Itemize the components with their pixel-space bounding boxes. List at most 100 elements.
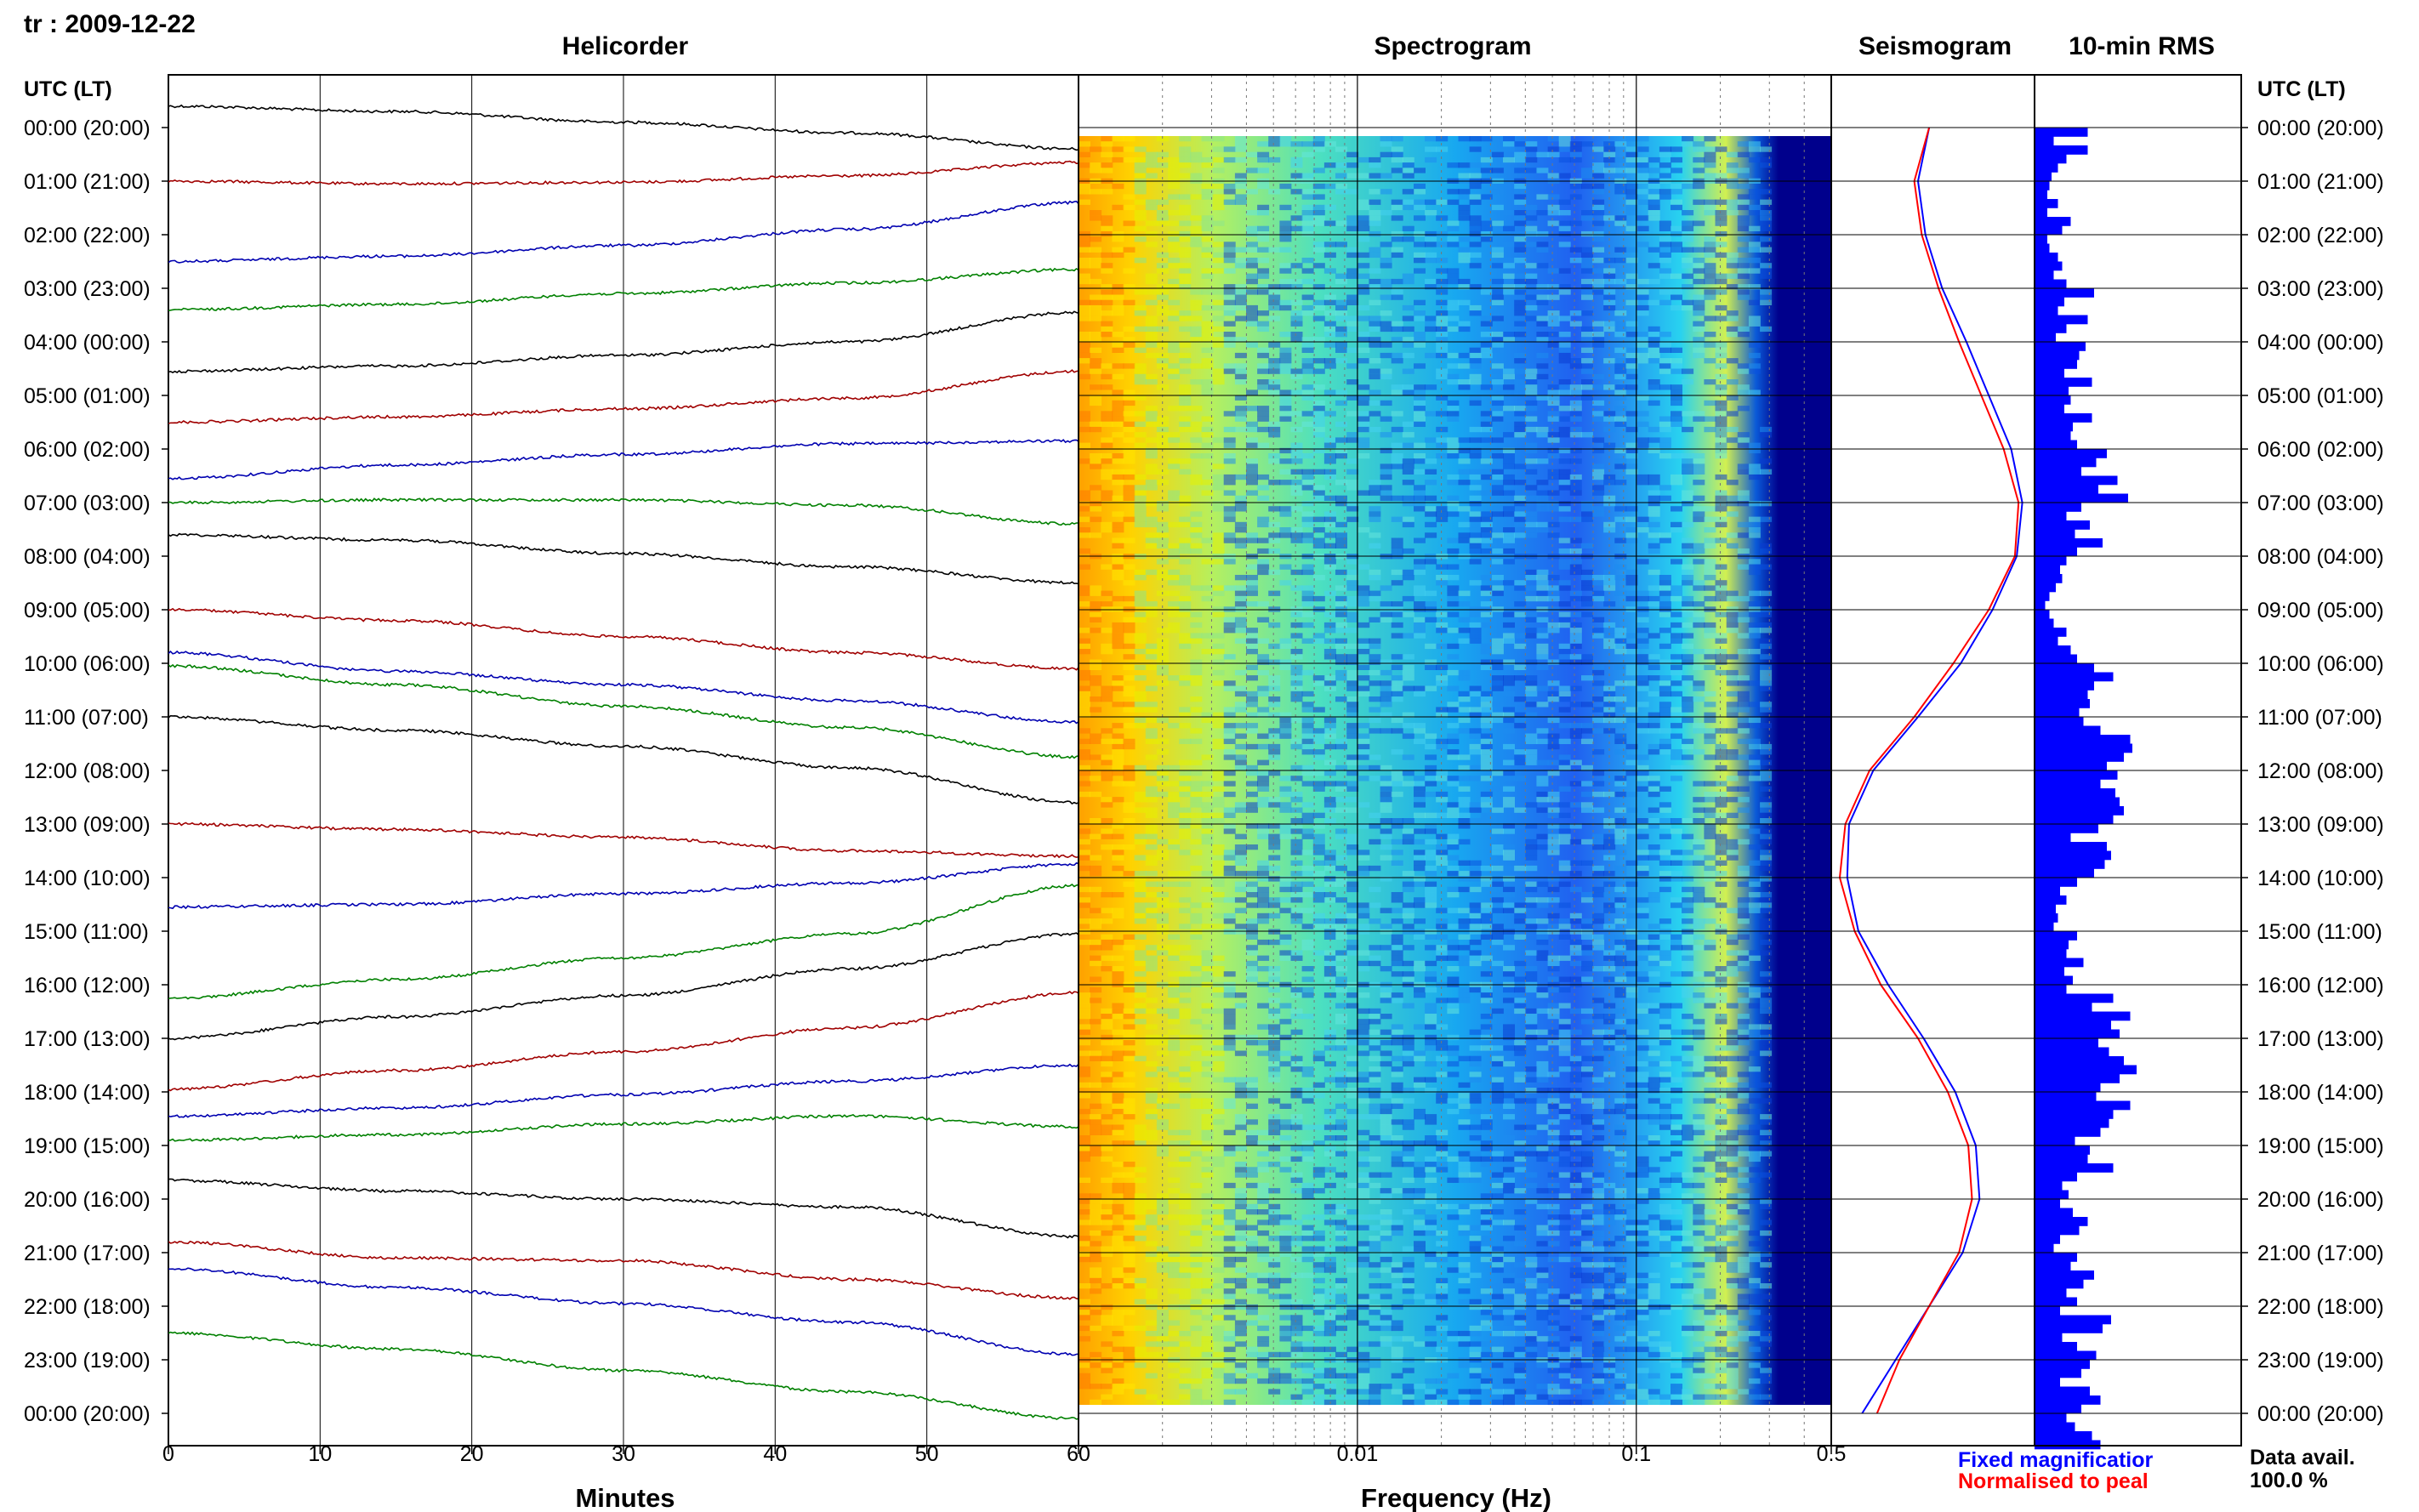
rms-bar: [2035, 386, 2069, 396]
rms-bar: [2035, 1083, 2101, 1093]
utc-tick-left: 04:00 (00:00): [24, 331, 151, 355]
rms-bar: [2035, 520, 2090, 530]
rms-bar: [2035, 1190, 2069, 1200]
utc-tick-left: 22:00 (18:00): [24, 1295, 151, 1319]
rms-bar: [2035, 243, 2050, 253]
rms-bar: [2035, 1011, 2131, 1021]
rms-bar: [2035, 1235, 2060, 1244]
helicorder-trace: [168, 862, 1079, 910]
utc-tick-right: 19:00 (15:00): [2257, 1134, 2384, 1158]
rms-bar: [2035, 190, 2047, 200]
utc-tick-left: 05:00 (01:00): [24, 384, 151, 408]
rms-bar: [2035, 574, 2063, 583]
spectrogram-title: Spectrogram: [1374, 32, 1531, 60]
rms-bar: [2035, 1288, 2067, 1298]
rms-bar: [2035, 565, 2060, 575]
helicorder-trace: [168, 607, 1079, 671]
rms-bar: [2035, 788, 2115, 798]
helicorder-trace: [168, 369, 1079, 424]
rms-bar: [2035, 547, 2077, 557]
rms-bar: [2035, 368, 2064, 378]
rms-bar: [2035, 904, 2056, 914]
utc-tick-left: 02:00 (22:00): [24, 224, 151, 247]
minutes-tick-label: 60: [1067, 1442, 1090, 1466]
rms-bar: [2035, 1378, 2060, 1387]
rms-bar: [2035, 1199, 2060, 1208]
rms-bar: [2035, 467, 2081, 476]
utc-tick-right: 12:00 (08:00): [2257, 759, 2384, 783]
utc-tick-left: 07:00 (03:00): [24, 492, 151, 515]
minutes-tick-label: 0: [162, 1442, 174, 1466]
rms-bar: [2035, 636, 2058, 646]
rms-bar: [2035, 645, 2071, 655]
rms-bar: [2035, 225, 2063, 236]
rms-bar: [2035, 940, 2069, 950]
rms-bar: [2035, 886, 2060, 896]
utc-tick-right: 14:00 (10:00): [2257, 867, 2384, 890]
utc-tick-left: 20:00 (16:00): [24, 1188, 151, 1212]
rms-bar: [2035, 288, 2094, 298]
rms-bar: [2035, 708, 2080, 718]
rms-bar: [2035, 315, 2088, 325]
utc-tick-right: 22:00 (18:00): [2257, 1295, 2384, 1319]
rms-bar: [2035, 503, 2081, 512]
helicorder-trace: [168, 991, 1079, 1092]
rms-bar: [2035, 1074, 2120, 1083]
rms-bar: [2035, 1020, 2111, 1030]
utc-tick-left: 17:00 (13:00): [24, 1027, 151, 1051]
utc-tick-left: 15:00 (11:00): [24, 920, 149, 944]
utc-tick-left: 14:00 (10:00): [24, 867, 151, 890]
x-axis-ticks: 0 10 20 30 40 50 60 0.01 0.1 0.5: [162, 1442, 1846, 1466]
rms-bar: [2035, 993, 2114, 1003]
rms-bar: [2035, 975, 2073, 986]
rms-bar: [2035, 1003, 2092, 1012]
minutes-axis-title: Minutes: [575, 1483, 674, 1512]
rms-bar: [2035, 761, 2107, 771]
utc-tick-left: 16:00 (12:00): [24, 974, 151, 998]
utc-tick-right: 17:00 (13:00): [2257, 1027, 2384, 1051]
rms-bar: [2035, 878, 2077, 887]
rms-bar: [2035, 1368, 2081, 1378]
rms-bar: [2035, 163, 2058, 173]
rms-bar: [2035, 128, 2088, 137]
rms-bar: [2035, 618, 2054, 628]
rms-bar: [2035, 475, 2118, 486]
rms-bar: [2035, 985, 2067, 994]
rms-bar: [2035, 699, 2090, 708]
rms-bar: [2035, 1154, 2088, 1164]
utc-tick-left: 03:00 (23:00): [24, 277, 151, 301]
rms-bar: [2035, 538, 2103, 548]
utc-tick-right: 13:00 (09:00): [2257, 813, 2384, 837]
rms-bar: [2035, 360, 2077, 369]
rms-bar: [2035, 154, 2067, 164]
rms-bar: [2035, 207, 2047, 218]
rms-bar: [2035, 1100, 2131, 1111]
rms-bar: [2035, 967, 2064, 976]
rms-bar: [2035, 324, 2067, 333]
rms-bar: [2035, 1324, 2103, 1333]
utc-tick-left: 06:00 (02:00): [24, 438, 151, 462]
helicorder-title: Helicorder: [562, 32, 689, 60]
rms-bar: [2035, 1261, 2071, 1271]
rms-bar: [2035, 860, 2105, 869]
rms-bar: [2035, 1360, 2090, 1369]
helicorder-trace: [168, 650, 1079, 725]
utc-tick-left: 12:00 (08:00): [24, 759, 151, 783]
utc-tick-right: 06:00 (02:00): [2257, 438, 2384, 462]
rms-bar: [2035, 806, 2124, 816]
rms-bar: [2035, 1413, 2067, 1423]
rms-bar: [2035, 253, 2058, 262]
rms-bar: [2035, 1208, 2073, 1218]
utc-tick-right: 01:00 (21:00): [2257, 170, 2384, 194]
time-axis-ticks: 00:00 (20:00) 00:00 (20:00) 01:00 (21:00) 0…: [24, 117, 2384, 1426]
data-avail-value: 100.0 %: [2250, 1469, 2328, 1492]
utc-tick-left: 18:00 (14:00): [24, 1081, 151, 1105]
rms-bar: [2035, 592, 2050, 601]
rms-bar: [2035, 949, 2067, 958]
helicorder-trace: [168, 663, 1079, 759]
rms-bar: [2035, 1297, 2077, 1307]
utc-tick-right: 15:00 (11:00): [2257, 920, 2382, 944]
rms-bar: [2035, 342, 2086, 351]
helicorder-panel: [168, 74, 1079, 1447]
rms-bar: [2035, 1315, 2111, 1325]
